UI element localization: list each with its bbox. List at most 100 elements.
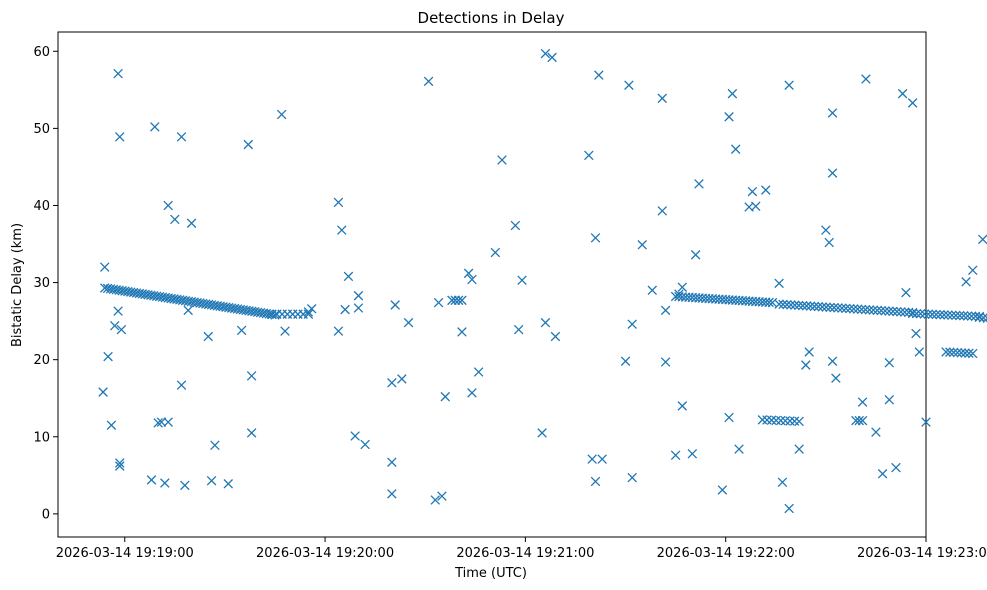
data-point: [457, 327, 467, 337]
data-point-track-d: [848, 304, 859, 314]
data-point-track-j: [794, 416, 804, 427]
data-point: [153, 418, 163, 428]
data-point-track-d: [774, 299, 784, 309]
data-point: [497, 155, 507, 165]
data-point: [433, 297, 444, 308]
data-point: [163, 200, 173, 211]
data-point-track-h: [964, 348, 974, 359]
data-point-track-h: [952, 347, 963, 358]
data-point: [677, 282, 688, 292]
data-point: [387, 378, 397, 388]
data-point: [246, 371, 257, 381]
data-point: [176, 132, 187, 142]
data-point: [821, 225, 831, 235]
x-axis-label: Time (UTC): [454, 566, 527, 581]
data-point: [450, 295, 461, 306]
data-point: [884, 395, 895, 405]
y-tick-label: 10: [33, 430, 50, 445]
data-point: [387, 457, 397, 467]
data-point: [236, 325, 247, 336]
data-point: [467, 388, 477, 398]
data-point: [871, 427, 881, 437]
plot-frame: [57, 31, 927, 538]
data-point: [774, 278, 784, 289]
x-tick-label: 2026-03-14 19:19:00: [56, 546, 194, 561]
data-point-track-d: [813, 301, 824, 312]
data-point: [243, 139, 254, 150]
data-point: [360, 439, 370, 450]
data-point: [387, 489, 397, 499]
data-point: [490, 247, 501, 258]
data-point-track-j: [780, 416, 791, 426]
data-point: [584, 150, 594, 161]
chart-title: Detections in Delay: [418, 9, 565, 27]
data-point-track-d: [888, 306, 898, 317]
data-point-track-d: [892, 306, 902, 317]
data-point-track-d: [841, 303, 851, 314]
data-point-track-j: [785, 416, 795, 426]
data-point-track-f: [982, 313, 987, 323]
data-point: [730, 144, 741, 154]
data-point-track-e: [943, 310, 953, 320]
data-point: [687, 448, 698, 459]
data-point: [961, 277, 971, 287]
data-point: [597, 454, 607, 464]
data-point-track-d: [880, 306, 890, 316]
data-point-track-b: [303, 309, 314, 319]
data-point-track-d: [837, 303, 847, 313]
data-point: [437, 491, 447, 501]
data-point: [333, 326, 344, 336]
data-point: [827, 108, 838, 118]
data-point: [547, 52, 557, 63]
data-point-track-d: [872, 305, 883, 316]
data-point-track-e: [947, 310, 957, 320]
data-point-track-h: [941, 347, 951, 357]
data-point-track-e: [966, 311, 977, 321]
data-point-track-e: [955, 310, 965, 321]
data-point: [116, 324, 127, 335]
data-point-track-e: [923, 309, 934, 319]
data-point: [590, 233, 601, 243]
data-point: [423, 76, 434, 87]
data-point-track-d: [829, 302, 839, 313]
data-point: [724, 412, 734, 423]
data-point-track-d: [790, 300, 800, 310]
data-point: [694, 179, 704, 189]
y-axis: 0 10 20 30 40 50 60: [33, 45, 58, 522]
data-point-track-h: [956, 348, 967, 358]
data-point: [724, 112, 734, 122]
data-point-track-d: [797, 300, 808, 311]
data-point: [674, 289, 684, 299]
data-point: [280, 326, 290, 336]
data-point: [203, 331, 213, 342]
data-point-track-d: [852, 304, 863, 314]
data-point: [113, 68, 123, 79]
data-point: [473, 367, 484, 377]
data-point-track-h: [948, 347, 959, 358]
data-point: [750, 201, 761, 212]
data-point: [537, 428, 547, 438]
data-point: [647, 285, 658, 296]
data-point: [861, 74, 871, 84]
data-point: [180, 480, 190, 491]
data-point-track-j: [766, 415, 777, 425]
data-point: [186, 218, 197, 228]
data-point-track-d: [856, 304, 867, 315]
data-point: [657, 206, 668, 216]
data-point-track-d: [786, 300, 796, 310]
data-point: [430, 495, 441, 505]
data-point: [884, 357, 895, 368]
data-point: [827, 356, 838, 366]
y-tick-label: 60: [33, 45, 50, 60]
data-point-track-d: [833, 303, 843, 313]
data-point: [967, 265, 978, 275]
data-point-track-d: [896, 307, 906, 317]
x-axis: 2026-03-14 19:19:00 2026-03-14 19:20:00 20…: [56, 537, 987, 561]
data-point: [897, 88, 908, 99]
data-point: [160, 478, 170, 488]
data-point-track-j: [771, 415, 781, 426]
data-point: [677, 401, 688, 411]
data-point: [660, 305, 671, 316]
data-point-track-d: [900, 307, 910, 317]
data-point: [824, 237, 834, 248]
